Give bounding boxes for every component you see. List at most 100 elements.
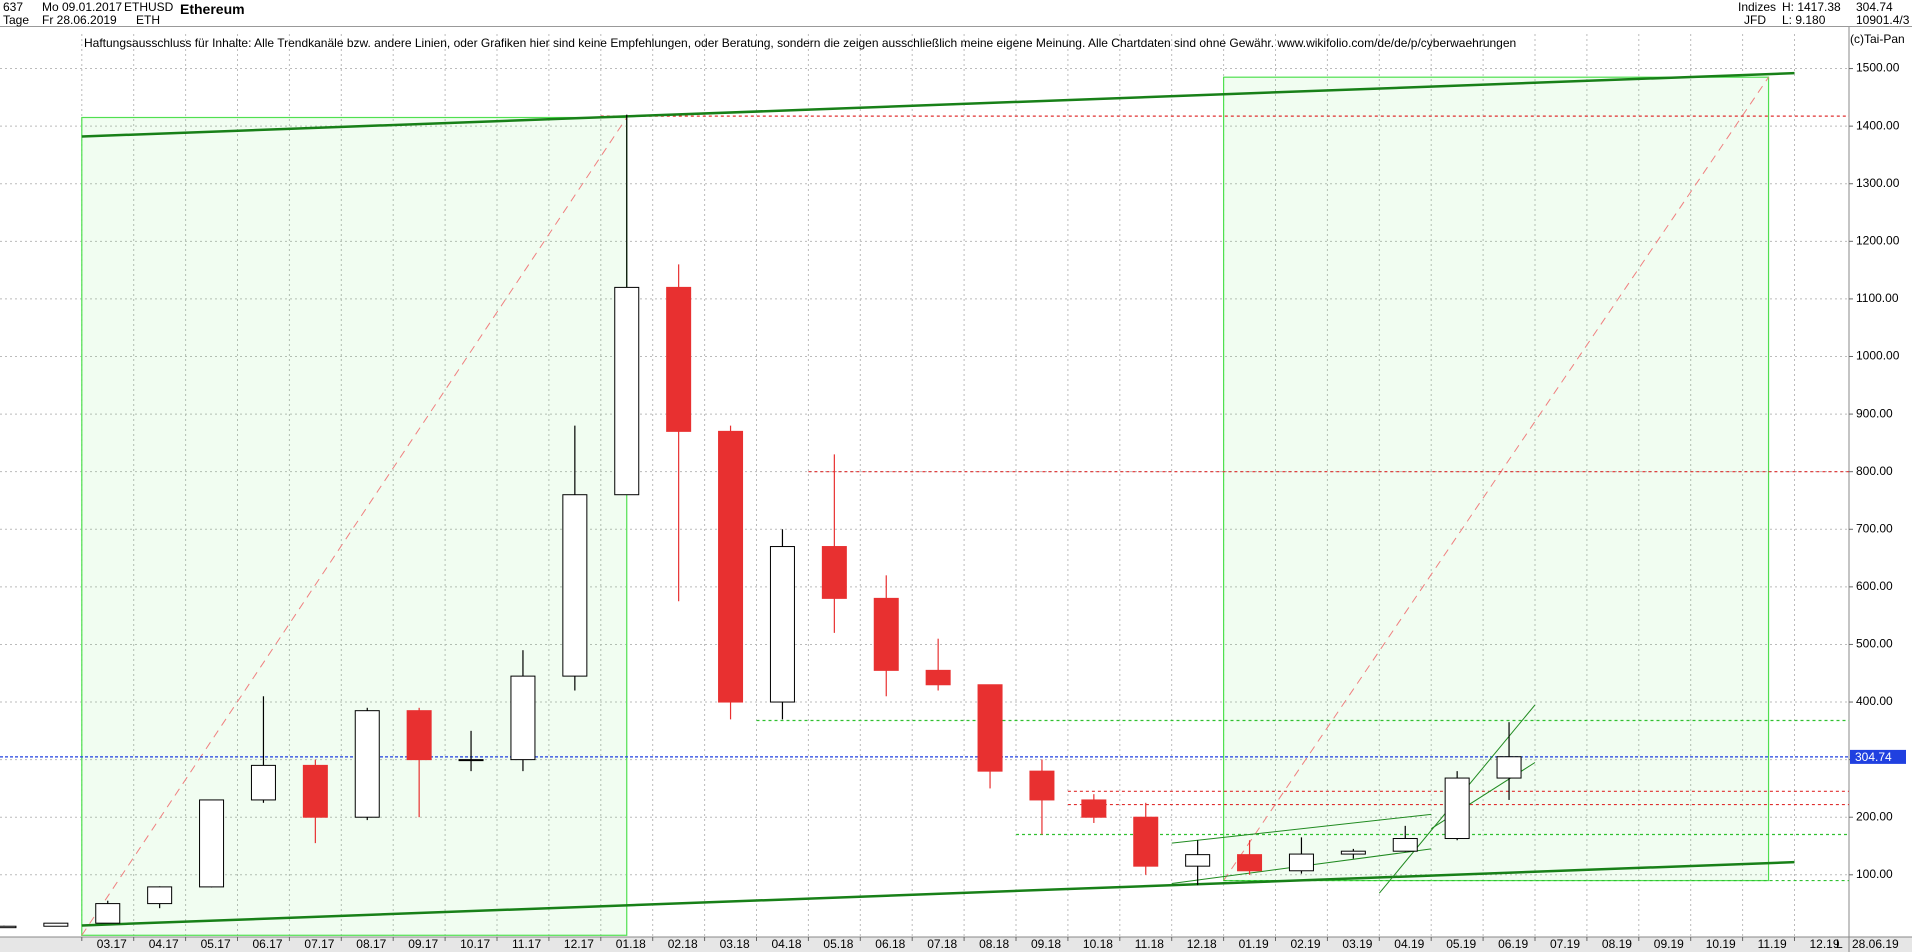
date-to: Fr 28.06.2019 — [42, 13, 117, 27]
y-tick-label: 600.00 — [1856, 579, 1893, 593]
y-tick-label: 100.00 — [1856, 867, 1893, 881]
x-tick-label: 06.19 — [1498, 937, 1528, 951]
candle-body — [43, 922, 69, 927]
channel-line — [81, 71, 1795, 138]
y-tick-label: 1100.00 — [1856, 291, 1899, 305]
x-tick-label: 02.18 — [668, 937, 698, 951]
extra: 10901.4/3 — [1856, 13, 1910, 27]
x-tick-label: 08.19 — [1602, 937, 1632, 951]
channel-line — [81, 860, 1795, 927]
disclaimer: Haftungsausschluss für Inhalte: Alle Tre… — [84, 36, 1517, 50]
candle-body — [147, 886, 173, 905]
y-tick-label: 500.00 — [1856, 637, 1893, 651]
x-tick-label: 06.17 — [253, 937, 283, 951]
x-tick-label: 09.19 — [1654, 937, 1684, 951]
candle-body — [302, 764, 328, 818]
candle-body — [718, 430, 744, 703]
x-tick-label: 11.19 — [1758, 937, 1787, 951]
trend-line — [1171, 813, 1432, 844]
candle-body — [95, 903, 121, 924]
x-tick-label: 03.19 — [1342, 937, 1372, 951]
y-tick-label: 1200.00 — [1856, 233, 1900, 247]
count[interactable]: 637 — [3, 0, 24, 14]
candle-body — [562, 494, 588, 677]
x-tick-label: 04.19 — [1394, 937, 1424, 951]
x-tick-label: 06.18 — [875, 937, 905, 951]
y-tick-label: 1500.00 — [1856, 61, 1900, 75]
x-tick-label: 07.18 — [927, 937, 957, 951]
symbol-short: ETH — [136, 13, 160, 27]
candle-body — [1392, 838, 1418, 852]
low: L: 9.180 — [1782, 13, 1826, 27]
candle-body — [354, 710, 380, 818]
instrument-name: Ethereum — [180, 1, 245, 17]
candle-body — [510, 675, 536, 761]
y-tick-label: 800.00 — [1856, 464, 1893, 478]
candle-body — [1029, 770, 1055, 801]
candle-body — [977, 684, 1003, 772]
candle-body — [0, 925, 17, 929]
x-axis-strip — [0, 937, 1912, 952]
x-tick-label: 12.18 — [1187, 937, 1217, 951]
y-tick-label: 400.00 — [1856, 694, 1893, 708]
candle-body — [925, 669, 951, 686]
x-tick-label: 10.18 — [1083, 937, 1113, 951]
x-tick-label: 04.18 — [772, 937, 802, 951]
last-price-label: 304.74 — [1855, 750, 1892, 764]
x-tick-label: 01.19 — [1239, 937, 1269, 951]
copyright: (c)Tai-Pan — [1850, 32, 1905, 46]
x-tick-label: 01.18 — [616, 937, 646, 951]
x-tick-label: 10.19 — [1706, 937, 1736, 951]
candle-body — [1237, 854, 1263, 872]
candle-body — [769, 546, 795, 703]
candle-body — [1133, 816, 1159, 867]
group: Indizes — [1738, 0, 1777, 14]
x-tick-label: 09.17 — [408, 937, 438, 951]
zone-diagonal — [81, 117, 628, 936]
candle-body — [406, 710, 432, 761]
candle-body — [821, 546, 847, 599]
x-tick-label: 08.17 — [356, 937, 386, 951]
x-tick-label: 05.17 — [201, 937, 231, 951]
y-tick-label: 1300.00 — [1856, 176, 1900, 190]
x-tick-label: 05.18 — [823, 937, 853, 951]
y-tick-label: 1000.00 — [1856, 349, 1900, 363]
plot-area — [0, 34, 1849, 937]
y-tick-label: 200.00 — [1856, 809, 1893, 823]
candle-body — [614, 286, 640, 496]
symbol: ETHUSD — [124, 0, 174, 14]
y-tick-label: 1400.00 — [1856, 118, 1900, 132]
candle-body — [1288, 853, 1314, 872]
x-tick-label: 04.17 — [149, 937, 179, 951]
candle-body — [1081, 799, 1107, 818]
y-tick-label: 900.00 — [1856, 406, 1893, 420]
source: JFD — [1744, 13, 1766, 27]
candle-body — [458, 759, 484, 762]
x-tick-label: 03.17 — [97, 937, 127, 951]
x-tick-label: 02.19 — [1291, 937, 1321, 951]
x-tick-label: 07.19 — [1550, 937, 1580, 951]
x-tick-label: 12.19 — [1810, 937, 1840, 951]
date-from: Mo 09.01.2017 — [42, 0, 123, 14]
x-tick-label: 05.19 — [1446, 937, 1476, 951]
x-tick-label: 09.18 — [1031, 937, 1061, 951]
x-tick-label: 10.17 — [460, 937, 490, 951]
y-tick-label: 700.00 — [1856, 521, 1893, 535]
candle-body — [1340, 850, 1366, 855]
candle-body — [1185, 854, 1211, 867]
x-tick-label: 08.18 — [979, 937, 1009, 951]
x-tick-label: 03.18 — [720, 937, 750, 951]
period[interactable]: Tage — [3, 13, 30, 27]
candle-body — [1496, 756, 1522, 779]
header — [0, 0, 1912, 27]
axes: 100.00200.00300.00400.00500.00600.00700.… — [81, 61, 1906, 951]
last: 304.74 — [1856, 0, 1893, 14]
high: H: 1417.38 — [1782, 0, 1841, 14]
last-price-box — [1850, 749, 1906, 764]
end-date: 28.06.19 — [1852, 937, 1899, 951]
zone-diagonal — [1223, 76, 1769, 881]
candle-body — [1444, 777, 1470, 840]
candle-body — [873, 597, 899, 671]
